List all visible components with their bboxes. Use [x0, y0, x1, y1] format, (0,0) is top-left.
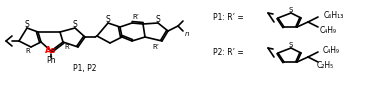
Text: S: S: [73, 20, 77, 29]
Text: n: n: [185, 31, 189, 37]
Text: R’: R’: [153, 44, 160, 50]
Text: S: S: [25, 20, 29, 29]
Text: P1: R’ =: P1: R’ =: [213, 12, 244, 21]
Text: C₆H₁₃: C₆H₁₃: [324, 10, 344, 20]
Text: R: R: [26, 48, 30, 54]
Text: As: As: [45, 46, 57, 55]
Text: S: S: [156, 15, 160, 24]
Text: C₄H₉: C₄H₉: [319, 26, 336, 34]
Text: P1, P2: P1, P2: [73, 65, 97, 73]
Text: S: S: [289, 7, 293, 12]
Text: S: S: [105, 15, 110, 24]
Text: C₄H₉: C₄H₉: [322, 46, 339, 55]
Text: R’: R’: [133, 14, 139, 20]
Text: C₂H₅: C₂H₅: [316, 60, 334, 69]
Text: R: R: [65, 44, 70, 50]
Text: S: S: [289, 41, 293, 48]
Text: P2: R’ =: P2: R’ =: [213, 48, 244, 57]
Text: Ph: Ph: [46, 56, 56, 65]
